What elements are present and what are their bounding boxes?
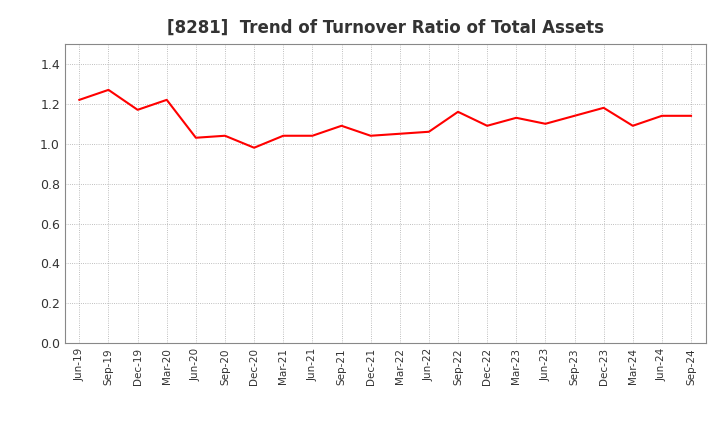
Title: [8281]  Trend of Turnover Ratio of Total Assets: [8281] Trend of Turnover Ratio of Total … (167, 19, 603, 37)
